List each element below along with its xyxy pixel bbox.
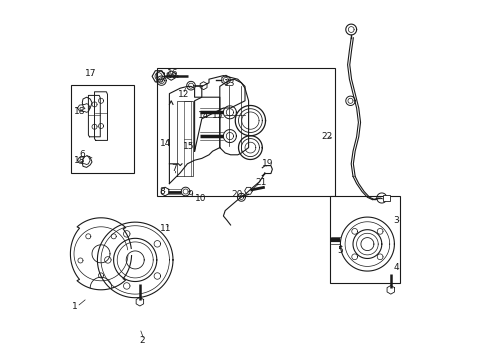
- Text: 1: 1: [72, 302, 78, 311]
- Text: 18: 18: [74, 156, 85, 165]
- Text: 15: 15: [183, 143, 195, 152]
- Bar: [383, 195, 391, 201]
- Text: 4: 4: [393, 263, 399, 271]
- Text: 2: 2: [140, 336, 145, 345]
- Text: 17: 17: [85, 69, 97, 78]
- Text: 6: 6: [79, 150, 85, 158]
- Text: 14: 14: [160, 139, 172, 148]
- Text: 5: 5: [337, 246, 343, 255]
- Bar: [330, 196, 400, 283]
- Text: 20: 20: [231, 190, 243, 199]
- Text: 22: 22: [321, 132, 333, 140]
- Text: 10: 10: [196, 194, 207, 203]
- Text: 8: 8: [160, 187, 166, 196]
- Text: 9: 9: [187, 190, 193, 199]
- Bar: [72, 85, 134, 173]
- Text: 19: 19: [262, 159, 274, 168]
- Text: 7: 7: [172, 164, 177, 173]
- Text: 3: 3: [393, 216, 399, 225]
- Bar: [157, 68, 335, 196]
- Text: 16: 16: [167, 69, 178, 78]
- Text: 13: 13: [224, 79, 236, 88]
- Text: 15: 15: [212, 111, 223, 120]
- Text: 14: 14: [197, 111, 209, 120]
- Text: 11: 11: [160, 224, 172, 233]
- Text: 18: 18: [74, 107, 85, 116]
- Text: 21: 21: [256, 178, 267, 187]
- Text: 12: 12: [178, 90, 190, 99]
